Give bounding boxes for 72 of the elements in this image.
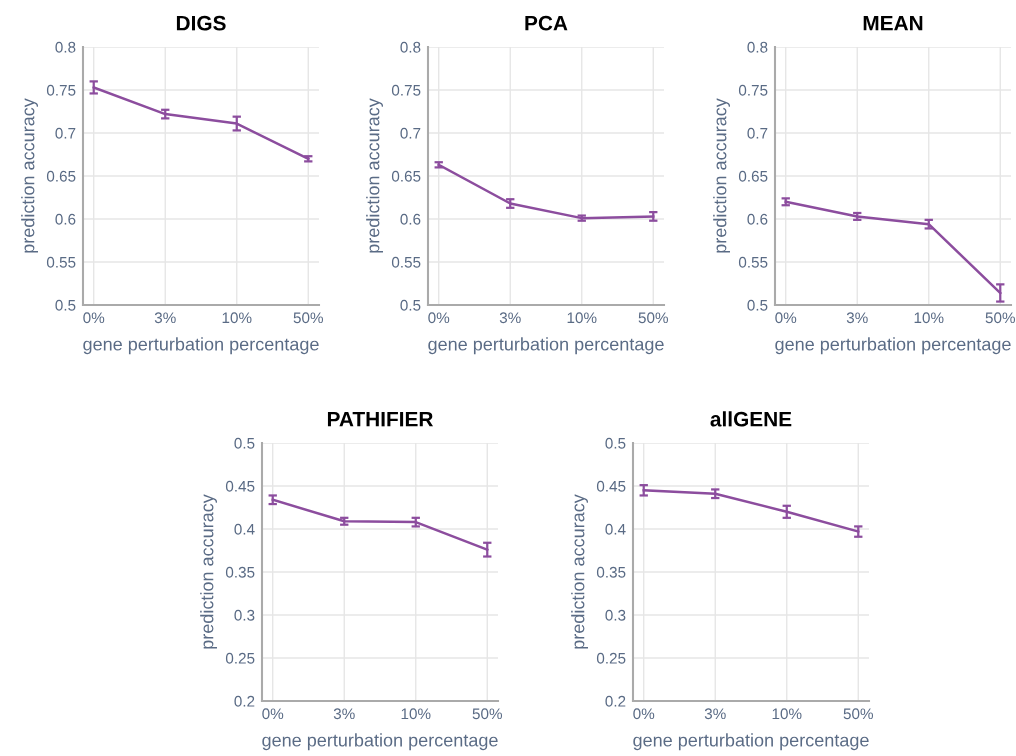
y-tick-label: 0.7 <box>400 127 421 139</box>
chart-title: MEAN <box>863 16 923 31</box>
y-tick-label: 0.35 <box>596 566 626 578</box>
y-tick-label: 0.3 <box>605 609 626 621</box>
x-axis-title: gene perturbation percentage <box>83 337 319 355</box>
chart-title: allGENE <box>710 411 792 427</box>
y-axis-title: prediction accuracy <box>21 98 38 253</box>
y-axis-title: prediction accuracy <box>366 98 383 253</box>
y-tick-label: 0.5 <box>400 299 421 311</box>
y-tick-label: 0.45 <box>225 480 255 492</box>
x-tick-label: 50% <box>843 708 874 720</box>
x-tick-label: 0% <box>775 312 797 324</box>
x-axis-title: gene perturbation percentage <box>633 733 869 751</box>
x-tick-label: 10% <box>222 312 252 324</box>
y-tick-label: 0.75 <box>391 84 421 96</box>
y-tick-label: 0.65 <box>391 170 421 182</box>
y-tick-label: 0.7 <box>747 127 768 139</box>
x-tick-label: 10% <box>772 708 802 720</box>
y-tick-label: 0.7 <box>55 127 76 139</box>
y-tick-label: 0.5 <box>747 299 768 311</box>
y-tick-label: 0.5 <box>55 299 76 311</box>
y-tick-label: 0.6 <box>400 213 421 225</box>
y-axis-title: prediction accuracy <box>200 494 217 649</box>
y-tick-label: 0.75 <box>738 84 768 96</box>
chart-title: PCA <box>525 15 568 31</box>
x-tick-label: 3% <box>154 312 176 324</box>
y-tick-label: 0.4 <box>234 523 255 535</box>
y-tick-label: 0.45 <box>596 480 626 492</box>
x-axis-title: gene perturbation percentage <box>428 337 664 355</box>
x-tick-label: 0% <box>633 708 655 720</box>
x-tick-label: 3% <box>704 708 726 720</box>
chart-title: DIGS <box>176 15 226 31</box>
y-tick-label: 0.4 <box>605 523 626 535</box>
y-tick-label: 0.35 <box>225 566 255 578</box>
y-tick-label: 0.8 <box>400 41 421 53</box>
x-tick-label: 50% <box>293 312 324 324</box>
chart-title: PATHIFIER <box>327 412 434 427</box>
y-tick-label: 0.55 <box>391 256 421 268</box>
line-series <box>271 498 489 551</box>
x-tick-label: 50% <box>472 708 503 720</box>
y-tick-label: 0.2 <box>234 695 255 707</box>
x-tick-label: 50% <box>985 312 1016 324</box>
y-tick-label: 0.55 <box>46 256 76 268</box>
x-tick-label: 3% <box>846 312 868 324</box>
x-tick-label: 0% <box>428 312 450 324</box>
y-tick-label: 0.8 <box>55 41 76 53</box>
y-axis-title: prediction accuracy <box>713 98 730 253</box>
y-tick-label: 0.75 <box>46 84 76 96</box>
y-tick-label: 0.2 <box>605 695 626 707</box>
y-tick-label: 0.5 <box>234 437 255 449</box>
y-tick-label: 0.5 <box>605 437 626 449</box>
x-tick-label: 10% <box>401 708 431 720</box>
y-tick-label: 0.3 <box>234 609 255 621</box>
x-tick-label: 10% <box>914 312 944 324</box>
y-tick-label: 0.65 <box>738 170 768 182</box>
y-tick-label: 0.65 <box>46 170 76 182</box>
x-tick-label: 10% <box>567 312 597 324</box>
x-axis-title: gene perturbation percentage <box>262 733 498 751</box>
x-axis-title: gene perturbation percentage <box>775 337 1011 355</box>
x-tick-label: 3% <box>499 312 521 324</box>
y-tick-label: 0.25 <box>596 652 626 664</box>
y-tick-label: 0.6 <box>55 213 76 225</box>
x-tick-label: 0% <box>83 312 105 324</box>
y-tick-label: 0.6 <box>747 213 768 225</box>
y-tick-label: 0.55 <box>738 256 768 268</box>
line-series <box>642 489 860 533</box>
x-tick-label: 0% <box>262 708 284 720</box>
x-tick-label: 3% <box>333 708 355 720</box>
y-tick-label: 0.8 <box>747 41 768 53</box>
y-axis-title: prediction accuracy <box>571 494 588 649</box>
y-tick-label: 0.25 <box>225 652 255 664</box>
x-tick-label: 50% <box>638 312 669 324</box>
